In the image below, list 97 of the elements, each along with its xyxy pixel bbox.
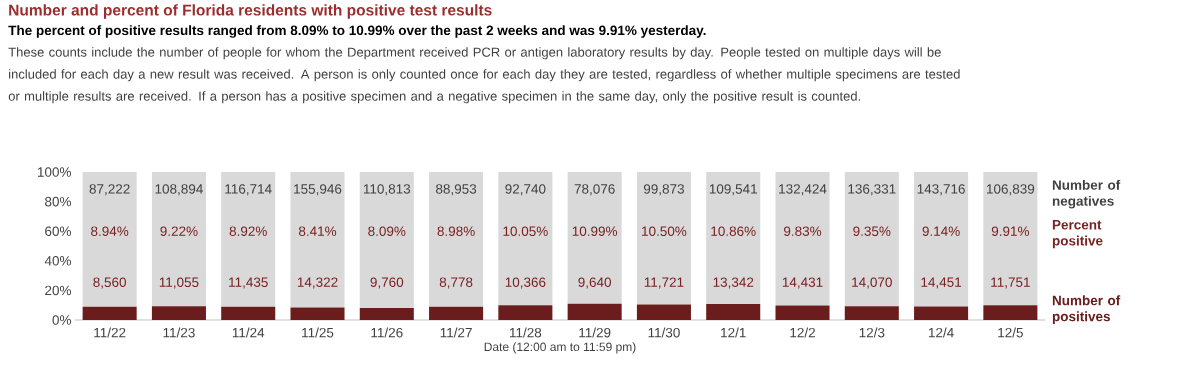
x-tick-label: 11/23 bbox=[163, 327, 195, 338]
x-tick-label: 11/27 bbox=[440, 327, 472, 338]
y-tick-label: 100% bbox=[37, 167, 71, 177]
annotation: 8,778 bbox=[439, 277, 473, 289]
y-tick-label: 0% bbox=[52, 315, 71, 325]
bar bbox=[290, 307, 345, 320]
annotation: 8.92% bbox=[229, 226, 267, 236]
annotation: 136,331 bbox=[848, 184, 896, 196]
annotation: 14,451 bbox=[921, 277, 962, 289]
bar bbox=[151, 306, 206, 320]
bar bbox=[775, 305, 830, 320]
series-label: Number of negatives bbox=[1052, 179, 1121, 209]
annotation: 11,751 bbox=[991, 277, 1030, 289]
y-tick-label: 20% bbox=[45, 285, 71, 296]
annotation: 8.94% bbox=[91, 226, 129, 236]
x-tick-label: 12/3 bbox=[859, 327, 885, 338]
bar bbox=[567, 172, 622, 304]
x-tick-label: 12/2 bbox=[790, 327, 815, 338]
annotation: 10.99% bbox=[572, 226, 618, 236]
x-tick-label: 11/24 bbox=[232, 327, 265, 338]
bar bbox=[82, 172, 137, 307]
y-tick-label: 80% bbox=[45, 196, 71, 207]
bar bbox=[775, 172, 830, 306]
bar bbox=[498, 172, 553, 306]
annotation: 8.98% bbox=[437, 226, 475, 236]
bar bbox=[844, 172, 899, 307]
annotation: 9.22% bbox=[160, 226, 198, 236]
bar bbox=[151, 172, 206, 307]
annotation: 116,714 bbox=[225, 184, 272, 196]
x-axis-title: Date (12:00 am to 11:59 pm) bbox=[484, 342, 636, 354]
bar bbox=[706, 303, 761, 320]
annotation: 14,322 bbox=[297, 277, 338, 289]
series-label: Number of positives bbox=[1052, 295, 1121, 324]
annotation: 11,721 bbox=[644, 277, 684, 289]
annotation: 9.35% bbox=[853, 226, 891, 236]
bar bbox=[221, 306, 276, 320]
annotation: 9.91% bbox=[991, 226, 1030, 236]
x-tick-label: 11/26 bbox=[371, 327, 403, 338]
text: Percent positive bbox=[1052, 220, 1103, 249]
bar bbox=[983, 305, 1038, 320]
annotation: 14,431 bbox=[782, 277, 823, 289]
annotation: 106,839 bbox=[987, 184, 1035, 196]
annotation: 10,366 bbox=[505, 277, 546, 289]
x-tick-label: 12/1 bbox=[721, 327, 746, 338]
bar bbox=[914, 172, 969, 307]
annotation: 78,076 bbox=[574, 184, 615, 196]
y-tick-label: 60% bbox=[45, 226, 71, 236]
bar bbox=[706, 172, 761, 304]
annotation: 9,760 bbox=[370, 277, 404, 289]
y-tick-label: 40% bbox=[44, 256, 71, 266]
annotation: 8.41% bbox=[298, 226, 337, 236]
text: These counts include the number of people for whom the Department received PCR or antigen laboratory results by day. People tested on multiple days will be included for each day a new result was received. A person is only counted once for each day they are tested, regardless of whether multiple specimens are tested or multiple results are received. If a person has a positive specimen and a negative specimen in the same day, only the positive result is counted. bbox=[8, 47, 960, 104]
bar bbox=[359, 172, 414, 309]
x-tick-label: 11/30 bbox=[648, 327, 680, 338]
annotation: 143,716 bbox=[917, 184, 965, 196]
annotation: 13,342 bbox=[713, 277, 754, 289]
bar bbox=[290, 172, 345, 308]
annotation: 9.14% bbox=[922, 226, 960, 236]
bar bbox=[983, 172, 1038, 306]
x-tick-label: 11/29 bbox=[579, 327, 611, 338]
annotation: 8,560 bbox=[93, 277, 127, 289]
bar bbox=[636, 304, 691, 320]
annotation: 10.50% bbox=[642, 226, 687, 236]
annotation: 14,070 bbox=[852, 277, 892, 289]
x-tick-label: 11/25 bbox=[302, 327, 334, 338]
annotation: 10.86% bbox=[711, 226, 756, 236]
annotation: 88,953 bbox=[436, 184, 477, 196]
annotation: 110,813 bbox=[363, 184, 411, 196]
bar bbox=[498, 305, 553, 320]
annotation: 92,740 bbox=[505, 184, 546, 196]
annotation: 9,640 bbox=[578, 277, 612, 289]
x-tick-label: 12/4 bbox=[928, 327, 954, 338]
annotation: 11,055 bbox=[159, 277, 199, 289]
bar bbox=[429, 306, 484, 320]
annotation: 87,222 bbox=[89, 184, 130, 196]
x-tick-label: 11/22 bbox=[94, 327, 126, 338]
annotation: 108,894 bbox=[155, 184, 203, 196]
bar bbox=[914, 306, 969, 320]
annotation: 8.09% bbox=[368, 226, 406, 236]
bar bbox=[844, 306, 899, 320]
bar bbox=[221, 172, 276, 307]
bar bbox=[82, 306, 137, 320]
x-tick-label: 12/5 bbox=[998, 327, 1023, 338]
bar bbox=[359, 308, 414, 320]
bar bbox=[429, 172, 484, 307]
chart-subtitle: The percent of positive results ranged from 8.09% to 10.99% over the past 2 weeks and was 9.91% yesterday. bbox=[8, 25, 706, 38]
annotation: 9.83% bbox=[784, 226, 822, 236]
bar bbox=[567, 303, 622, 320]
x-tick-label: 11/28 bbox=[510, 327, 542, 338]
chart-title: Number and percent of Florida residents with positive test results bbox=[9, 4, 492, 19]
bar bbox=[636, 172, 691, 305]
annotation: 109,541 bbox=[709, 184, 757, 196]
annotation: 132,424 bbox=[779, 184, 827, 196]
annotation: 99,873 bbox=[643, 184, 684, 196]
annotation: 10.05% bbox=[503, 226, 548, 236]
annotation: 155,946 bbox=[294, 184, 342, 196]
annotation: 11,435 bbox=[229, 277, 268, 289]
